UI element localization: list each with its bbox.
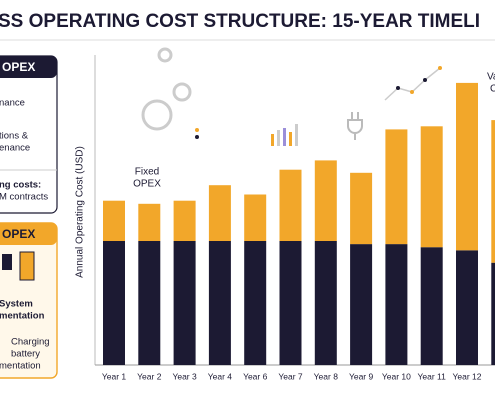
bar-segment (314, 160, 337, 241)
bar-segment (350, 244, 373, 365)
x-tick-label: Year 6 (243, 371, 268, 381)
x-tick-label: Year 11 (418, 371, 447, 381)
annotation: OPEX (133, 179, 161, 190)
x-tick-label: Year 4 (208, 371, 233, 381)
panel-item: enance (0, 143, 30, 154)
icon (141, 47, 192, 131)
bar-segment (173, 200, 196, 241)
x-tick-label: Year 8 (314, 371, 339, 381)
bar-segment (279, 169, 302, 241)
bar-segment (456, 250, 478, 365)
y-axis-label: Annual Operating Cost (USD) (75, 146, 86, 278)
panel-item: mentation (0, 311, 45, 322)
x-tick-label: Year 12 (453, 371, 482, 381)
bar-segment (173, 241, 196, 365)
icon (19, 251, 35, 281)
bar-segment (138, 203, 161, 241)
panel-header (0, 223, 57, 245)
bar-segment (208, 241, 231, 365)
chart-title: SS OPERATING COST STRUCTURE: 15-YEAR TIM… (0, 11, 480, 32)
x-tick-label: Year 2 (137, 371, 162, 381)
panel-note: Charging (11, 337, 50, 348)
panel-item: System (0, 299, 33, 310)
panel-note: battery (11, 349, 40, 360)
bar-segment (420, 126, 443, 248)
bar-segment (314, 241, 337, 365)
icon (2, 254, 12, 270)
panel-note: mentation (0, 361, 41, 372)
x-tick-label: Year 9 (349, 371, 374, 381)
panel-note: ng costs: (0, 180, 41, 191)
panel-header (0, 56, 57, 78)
annotation: C (490, 84, 495, 95)
bar-segment (491, 262, 495, 365)
bar-segment (385, 244, 408, 365)
panel-item: tions & (0, 131, 29, 142)
x-tick-label: Year 3 (172, 371, 197, 381)
bar-segment (350, 172, 373, 245)
bar-segment (103, 241, 125, 365)
annotation: Fixed (135, 167, 159, 178)
bar-segment (103, 200, 125, 241)
bar-segment (491, 120, 495, 263)
bar-segment (208, 185, 231, 241)
bar-segment (244, 241, 267, 365)
panel-item: nance (0, 98, 25, 109)
bar-segment (385, 129, 408, 245)
icon (195, 66, 442, 146)
panel-note: M contracts (0, 192, 48, 203)
panel-header-text: OPEX (2, 227, 35, 241)
bar-segment (279, 241, 302, 365)
bar-segment (138, 241, 161, 365)
panel-header-text: OPEX (2, 60, 35, 74)
bar-segment (420, 247, 443, 365)
bar-segment (244, 194, 267, 241)
x-tick-label: Year 7 (278, 371, 303, 381)
x-tick-label: Year 10 (382, 371, 411, 381)
x-tick-label: Year 1 (102, 371, 127, 381)
bar-segment (456, 82, 478, 251)
annotation: Va (487, 72, 495, 83)
